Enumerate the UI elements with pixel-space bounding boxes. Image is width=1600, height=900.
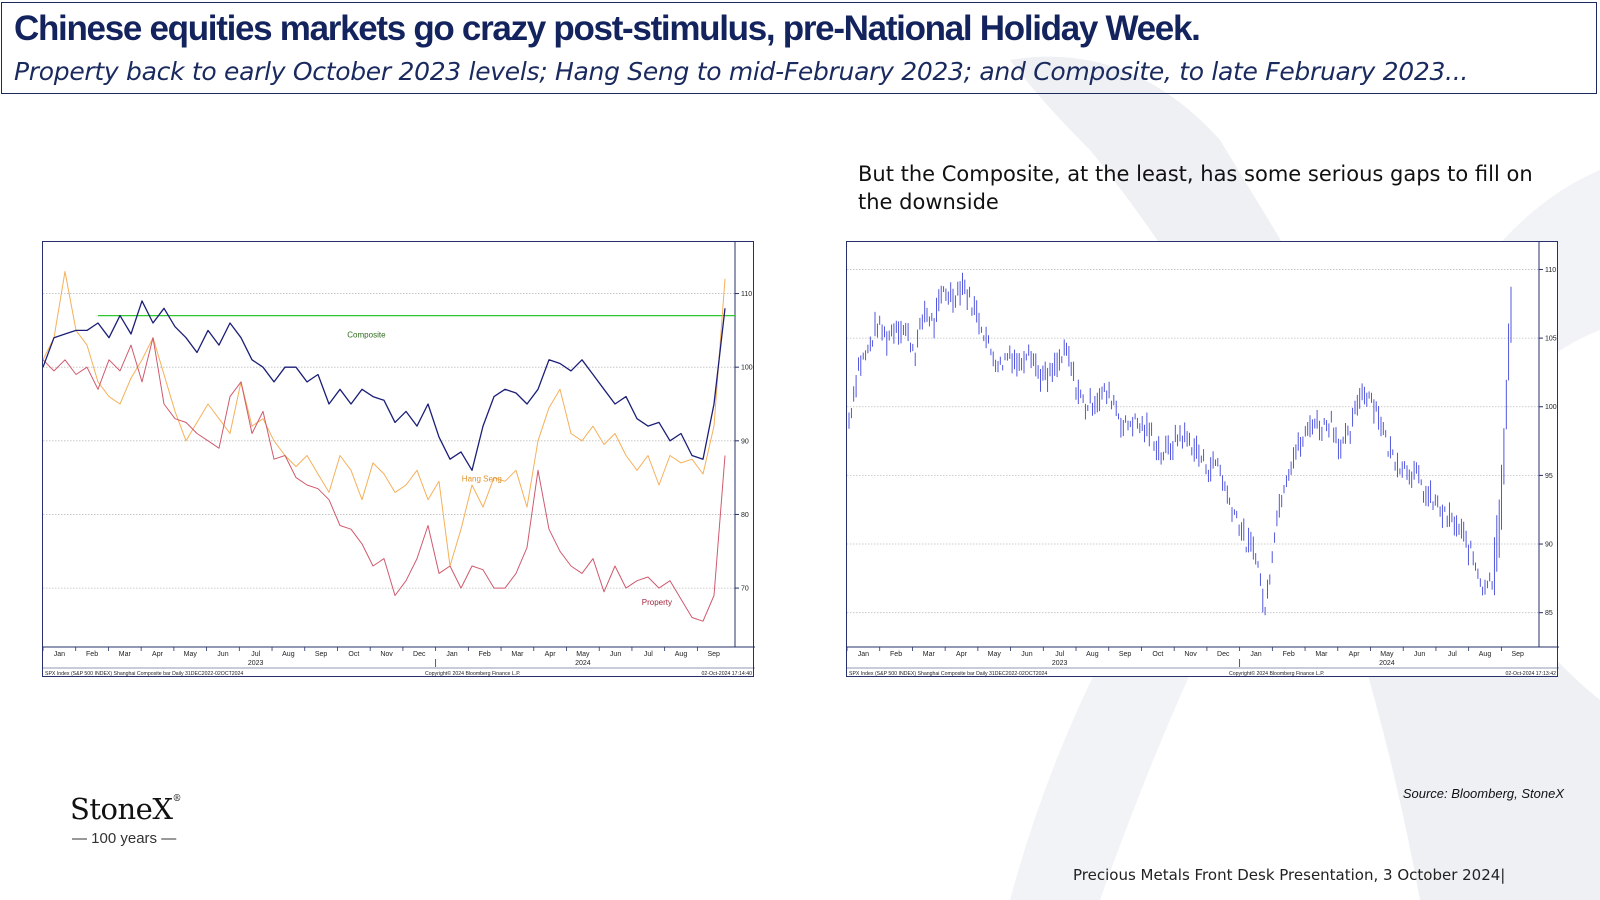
year-label: 2023 xyxy=(248,660,264,667)
slide-subtitle: Property back to early October 2023 leve… xyxy=(14,57,1469,86)
y-tick-label: 80 xyxy=(741,512,749,519)
x-tick-label: Sep xyxy=(1511,651,1524,658)
series-line-hang-seng xyxy=(43,271,726,567)
year-label: 2024 xyxy=(1379,660,1395,667)
x-tick-label: Mar xyxy=(511,651,524,658)
x-tick-label: Feb xyxy=(86,651,98,658)
x-tick-label: Feb xyxy=(1283,651,1295,658)
chart-footer-copyright: Copyright© 2024 Bloomberg Finance L.P. xyxy=(425,670,520,677)
x-tick-label: Jul xyxy=(251,651,260,658)
x-tick-label: Apr xyxy=(1349,651,1361,658)
y-tick-label: 85 xyxy=(1545,610,1553,617)
bar-chart-panel: 85 90 95 100 105 110 Jan Feb Mar Apr May Jun Jul Aug S… xyxy=(846,241,1559,677)
source-note: Source: Bloomberg, StoneX xyxy=(1402,786,1564,801)
x-tick-label: May xyxy=(576,651,590,658)
x-tick-label: May xyxy=(1380,651,1394,658)
x-tick-label: Jan xyxy=(1250,651,1261,658)
x-tick-label: Jul xyxy=(644,651,653,658)
logo-name: StoneX xyxy=(70,792,173,826)
x-tick-label: Dec xyxy=(1217,651,1230,658)
x-tick-label: Feb xyxy=(890,651,902,658)
chart-footer-timestamp: 02-Oct-2024 17:13:42 xyxy=(1506,671,1557,677)
series-line-property xyxy=(43,337,726,622)
presentation-footer: Precious Metals Front Desk Presentation,… xyxy=(1073,866,1506,884)
y-tick-label: 70 xyxy=(741,586,749,593)
x-tick-label: Apr xyxy=(152,651,164,658)
x-tick-label: Jun xyxy=(217,651,228,658)
x-tick-label: Aug xyxy=(1479,651,1492,658)
title-box: Chinese equities markets go crazy post-s… xyxy=(1,2,1597,94)
chart-annotation: But the Composite, at the least, has som… xyxy=(858,162,1533,214)
chart-footer-copyright: Copyright© 2024 Bloomberg Finance L.P. xyxy=(1229,670,1324,677)
x-tick-label: Jan xyxy=(54,651,65,658)
series-label-composite: Composite xyxy=(347,331,386,340)
x-tick-label: Oct xyxy=(1152,651,1163,658)
chart-footer-timestamp: 02-Oct-2024 17:14:40 xyxy=(702,671,753,677)
x-tick-label: Apr xyxy=(956,651,968,658)
bar-chart-svg: 85 90 95 100 105 110 Jan Feb Mar Apr May Jun Jul Aug S… xyxy=(847,242,1559,677)
x-tick-label: Apr xyxy=(545,651,557,658)
x-tick-label: Sep xyxy=(707,651,720,658)
series-label-hang-seng: Hang Seng xyxy=(462,474,502,483)
x-tick-label: Mar xyxy=(923,651,936,658)
logo-registered-mark: ® xyxy=(172,794,181,804)
x-tick-label: Jun xyxy=(1414,651,1425,658)
x-tick-label: Sep xyxy=(315,651,328,658)
x-tick-label: Nov xyxy=(380,651,393,658)
x-tick-label: Feb xyxy=(479,651,491,658)
x-tick-label: Aug xyxy=(1086,651,1099,658)
x-tick-label: Aug xyxy=(282,651,295,658)
x-tick-label: Jun xyxy=(1021,651,1032,658)
slide-title: Chinese equities markets go crazy post-s… xyxy=(14,9,1201,48)
chart-footer-left: SPX Index (S&P 500 INDEX) Shanghai Compo… xyxy=(45,671,243,677)
x-tick-label: Mar xyxy=(1315,651,1328,658)
series-label-property: Property xyxy=(642,598,672,607)
x-tick-label: Jun xyxy=(610,651,621,658)
x-tick-label: May xyxy=(184,651,198,658)
x-tick-label: Mar xyxy=(119,651,132,658)
logo-wordmark: StoneX® xyxy=(70,792,181,826)
x-tick-label: Oct xyxy=(348,651,359,658)
x-tick-label: Jul xyxy=(1448,651,1457,658)
x-tick-label: Jan xyxy=(858,651,869,658)
x-tick-label: Nov xyxy=(1184,651,1197,658)
chart-footer-left: SPX Index (S&P 500 INDEX) Shanghai Compo… xyxy=(849,671,1047,677)
series-line-composite xyxy=(43,300,726,471)
stonex-logo: StoneX® — 100 years — xyxy=(70,792,220,852)
y-tick-label: 100 xyxy=(1545,404,1557,411)
year-label: 2023 xyxy=(1052,660,1068,667)
x-tick-label: May xyxy=(988,651,1002,658)
y-tick-label: 100 xyxy=(741,365,753,372)
y-tick-label: 90 xyxy=(1545,542,1553,549)
y-tick-label: 95 xyxy=(1545,473,1553,480)
y-tick-label: 110 xyxy=(741,291,752,298)
line-chart-svg: 70 80 90 100 110 Jan Feb Mar Apr May Jun Jul Aug Sep O… xyxy=(43,242,755,677)
x-tick-label: Sep xyxy=(1119,651,1132,658)
logo-tagline: — 100 years — xyxy=(72,830,177,847)
year-label: 2024 xyxy=(575,660,591,667)
line-chart-panel: 70 80 90 100 110 Jan Feb Mar Apr May Jun Jul Aug Sep O… xyxy=(42,241,755,677)
y-tick-label: 90 xyxy=(741,438,749,445)
y-tick-label: 110 xyxy=(1545,267,1556,274)
x-tick-label: Dec xyxy=(413,651,426,658)
x-tick-label: Aug xyxy=(675,651,688,658)
x-tick-label: Jul xyxy=(1055,651,1064,658)
x-tick-label: Jan xyxy=(446,651,457,658)
y-tick-label: 105 xyxy=(1545,336,1557,343)
